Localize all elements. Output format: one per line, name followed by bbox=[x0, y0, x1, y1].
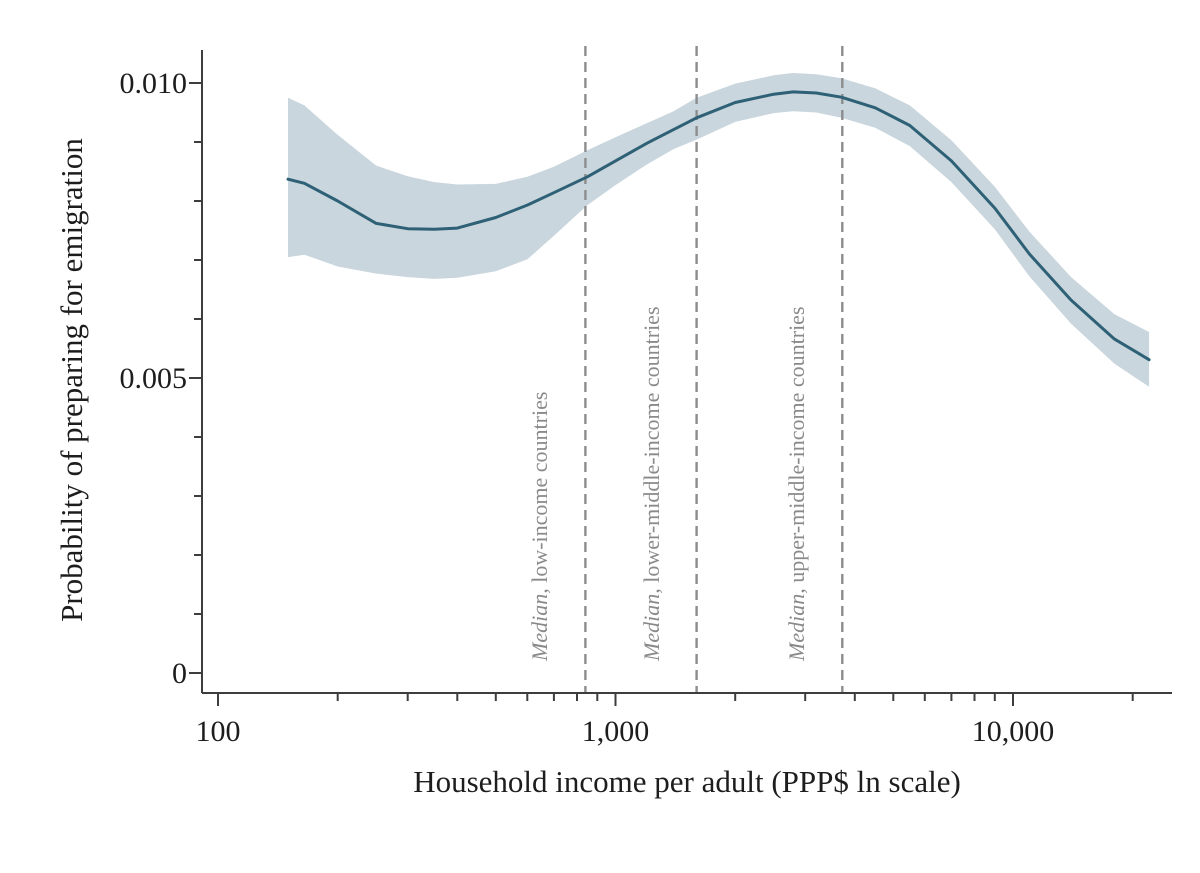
median-label-text: upper-middle-income countries bbox=[784, 306, 810, 589]
median-label-upper-middle-income: Median, upper-middle-income countries bbox=[784, 306, 810, 661]
x-tick-label: 10,000 bbox=[972, 715, 1055, 748]
y-tick-label: 0 bbox=[172, 657, 187, 690]
median-label-low-income: Median, low-income countries bbox=[527, 391, 553, 661]
median-label-text: lower-middle-income countries bbox=[638, 306, 664, 589]
y-axis-title: Probability of preparing for emigration bbox=[54, 138, 89, 622]
y-tick-label: 0.005 bbox=[120, 362, 188, 395]
median-label-text: low-income countries bbox=[527, 391, 553, 589]
y-tick-label: 0.010 bbox=[120, 67, 188, 100]
median-label-italic: Median, bbox=[527, 588, 553, 661]
median-label-lower-middle-income: Median, lower-middle-income countries bbox=[638, 306, 664, 661]
x-tick-label: 100 bbox=[196, 715, 241, 748]
x-axis-title: Household income per adult (PPP$ ln scal… bbox=[413, 764, 961, 799]
x-tick-label: 1,000 bbox=[582, 715, 650, 748]
confidence-band bbox=[288, 73, 1150, 387]
median-label-italic: Median, bbox=[784, 588, 810, 661]
median-label-italic: Median, bbox=[638, 588, 664, 661]
trend-line bbox=[286, 90, 1151, 362]
